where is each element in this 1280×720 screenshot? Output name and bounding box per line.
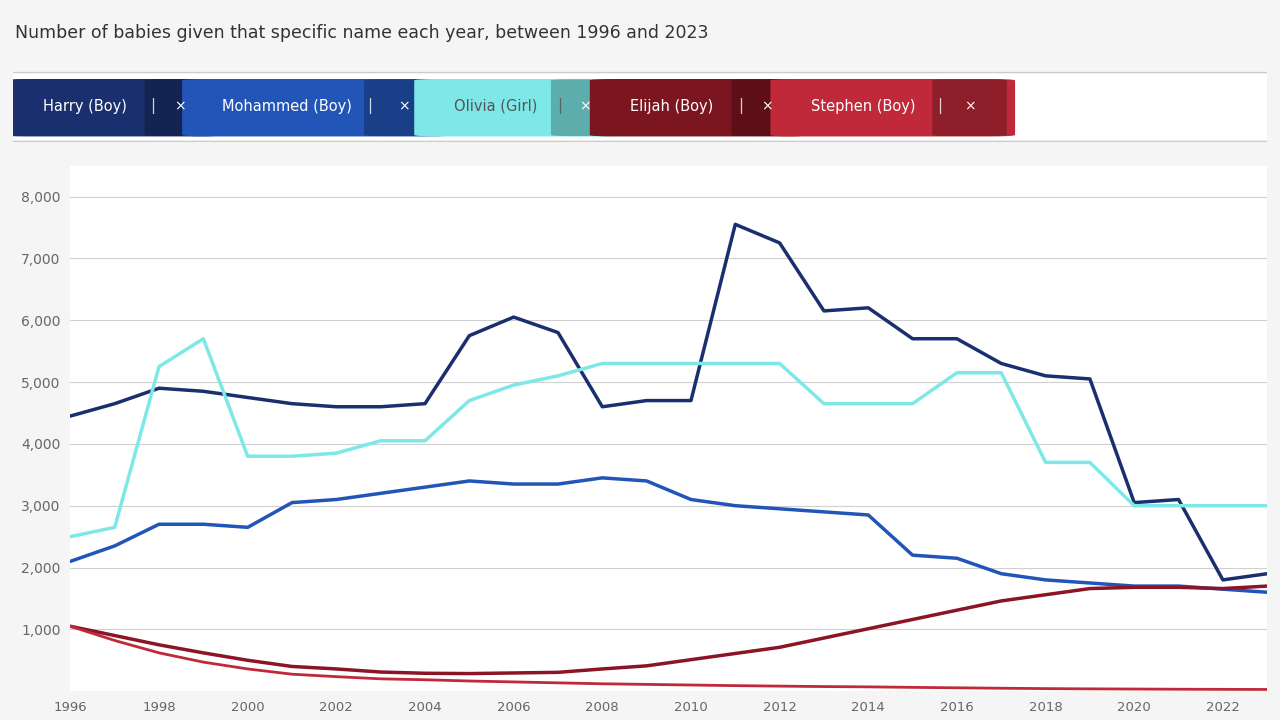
Text: ×: ×	[580, 99, 591, 113]
Text: |: |	[151, 98, 156, 114]
FancyBboxPatch shape	[771, 79, 1015, 137]
FancyBboxPatch shape	[0, 73, 1280, 141]
FancyBboxPatch shape	[932, 79, 1007, 136]
Text: ×: ×	[760, 99, 772, 113]
Text: Harry (Boy): Harry (Boy)	[44, 99, 127, 114]
FancyBboxPatch shape	[3, 79, 223, 137]
Text: |: |	[937, 98, 942, 114]
Text: |: |	[557, 98, 562, 114]
FancyBboxPatch shape	[590, 79, 809, 137]
FancyBboxPatch shape	[550, 79, 620, 136]
Text: Stephen (Boy): Stephen (Boy)	[810, 99, 915, 114]
Text: ×: ×	[174, 99, 186, 113]
FancyBboxPatch shape	[182, 79, 452, 137]
Text: Olivia (Girl): Olivia (Girl)	[454, 99, 538, 114]
FancyBboxPatch shape	[364, 79, 443, 136]
Text: ×: ×	[964, 99, 975, 113]
Text: |: |	[737, 98, 742, 114]
Text: Mohammed (Boy): Mohammed (Boy)	[223, 99, 352, 114]
FancyBboxPatch shape	[415, 79, 627, 137]
FancyBboxPatch shape	[145, 79, 214, 136]
Text: ×: ×	[398, 99, 410, 113]
Text: Number of babies given that specific name each year, between 1996 and 2023: Number of babies given that specific nam…	[15, 24, 709, 42]
FancyBboxPatch shape	[732, 79, 801, 136]
Text: Elijah (Boy): Elijah (Boy)	[630, 99, 713, 114]
Text: |: |	[367, 98, 372, 114]
